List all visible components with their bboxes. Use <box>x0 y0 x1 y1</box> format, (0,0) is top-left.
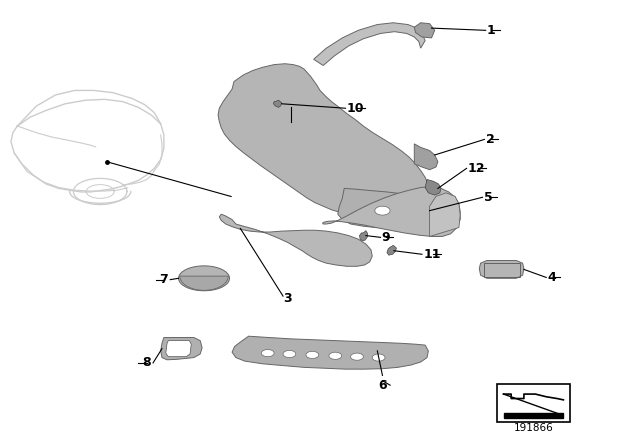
Polygon shape <box>425 180 441 195</box>
Text: 3: 3 <box>284 292 292 305</box>
Polygon shape <box>314 23 425 65</box>
Text: 6: 6 <box>378 379 387 392</box>
Polygon shape <box>387 246 396 255</box>
Polygon shape <box>232 336 428 369</box>
Polygon shape <box>218 64 428 215</box>
Polygon shape <box>375 206 390 215</box>
Polygon shape <box>180 276 228 290</box>
Polygon shape <box>504 413 563 418</box>
Polygon shape <box>179 266 230 291</box>
Polygon shape <box>166 340 191 357</box>
Polygon shape <box>283 350 296 358</box>
Text: 8: 8 <box>142 357 150 370</box>
Polygon shape <box>273 100 282 108</box>
Polygon shape <box>261 349 274 357</box>
Polygon shape <box>479 260 524 278</box>
Text: 7: 7 <box>159 273 168 286</box>
Text: 12: 12 <box>468 162 485 175</box>
Text: 9: 9 <box>382 231 390 244</box>
Text: 1: 1 <box>487 24 496 37</box>
Text: 2: 2 <box>486 133 495 146</box>
Polygon shape <box>161 337 202 360</box>
Polygon shape <box>306 351 319 358</box>
Polygon shape <box>360 231 368 241</box>
Polygon shape <box>429 193 460 237</box>
Text: 11: 11 <box>423 248 441 261</box>
Polygon shape <box>338 188 431 228</box>
Polygon shape <box>220 214 372 266</box>
Polygon shape <box>351 353 364 360</box>
Bar <box>484 263 520 276</box>
Polygon shape <box>372 354 385 361</box>
Text: 10: 10 <box>347 102 364 115</box>
Polygon shape <box>323 187 460 237</box>
Polygon shape <box>329 352 342 359</box>
Text: 4: 4 <box>547 271 556 284</box>
Text: 191866: 191866 <box>513 423 554 434</box>
Text: 5: 5 <box>484 191 493 204</box>
Polygon shape <box>414 23 435 38</box>
Bar <box>497 384 570 422</box>
Polygon shape <box>414 144 438 170</box>
